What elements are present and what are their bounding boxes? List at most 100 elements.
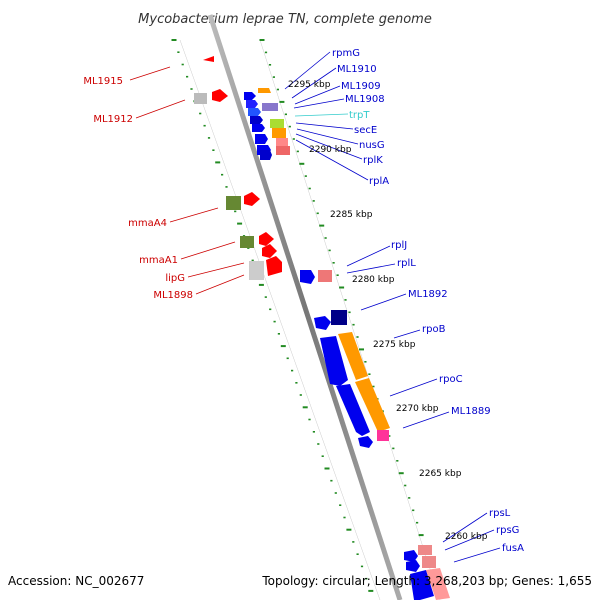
gene-label-rpsl[interactable]: rpsL (489, 508, 511, 519)
kbp-label: 2275 kbp (373, 340, 416, 350)
gene-box-mmaa4-olive (226, 196, 241, 210)
leader-ml1915 (129, 66, 171, 81)
gene-box-trpt (270, 119, 284, 128)
gene-label-mmaa1[interactable]: mmaA1 (139, 255, 178, 266)
gene-box-ml1908 (262, 103, 278, 111)
gene-box-ml1892 (331, 310, 347, 325)
leader-trpt (294, 113, 349, 117)
gene-label-rpoc[interactable]: rpoC (439, 374, 463, 385)
label-leaders (129, 51, 501, 563)
gene-arrow-rplk (255, 134, 268, 144)
leader-rpob (393, 329, 421, 339)
leader-lipg (187, 262, 245, 278)
leader-rpmg (284, 51, 331, 90)
gene-arrow-mmaa4 (244, 192, 260, 206)
gene-box-ml1889 (377, 430, 389, 441)
leader-mmaa1 (180, 241, 236, 260)
kbp-labels: 2295 kbp 2290 kbp 2285 kbp 2280 kbp 2275… (288, 80, 488, 542)
backbone-guide-outer (259, 39, 441, 600)
gene-label-rpsg[interactable]: rpsG (496, 525, 519, 536)
gene-label-nusg[interactable]: nusG (359, 140, 385, 151)
leader-rplj (346, 245, 391, 267)
gene-arrow-lipg (262, 244, 277, 258)
gene-label-ml1889[interactable]: ML1889 (451, 406, 491, 417)
gene-label-rpll[interactable]: rplL (397, 258, 416, 269)
gene-arrow-nusg (252, 124, 265, 132)
right-gene-labels: rpmG ML1910 ML1909 ML1908 trpT secE nusG… (332, 48, 524, 554)
gene-arrow-trpt (248, 108, 261, 116)
gene-arrow-ml1912 (212, 89, 228, 102)
gene-box-rpob (338, 332, 368, 380)
map-title: Mycobacterium leprae TN, complete genome (138, 12, 432, 27)
leader-ml1909 (294, 85, 341, 105)
gene-label-trpt[interactable]: trpT (349, 110, 370, 121)
gene-arrow-ml1909 (246, 100, 258, 108)
gene-box-rpsg (422, 556, 436, 568)
leader-ml1910 (291, 67, 337, 99)
gene-arrow-ml1889 (358, 436, 373, 448)
leader-ml1912 (135, 99, 186, 119)
gene-label-ml1915[interactable]: ML1915 (83, 76, 123, 87)
gene-label-ml1892[interactable]: ML1892 (408, 289, 448, 300)
leader-rpll (346, 263, 396, 274)
kbp-label: 2260 kbp (445, 532, 488, 542)
gene-label-ml1909[interactable]: ML1909 (341, 81, 381, 92)
gene-arrow-rpsl (404, 550, 418, 562)
gene-label-ml1912[interactable]: ML1912 (93, 114, 133, 125)
gene-arrow-fusa (410, 570, 434, 600)
kbp-label: 2270 kbp (396, 404, 439, 414)
gene-box-rpll (318, 270, 332, 282)
kbp-label: 2295 kbp (288, 80, 331, 90)
gene-arrow-rplj (300, 270, 315, 284)
gene-label-rplj[interactable]: rplJ (391, 240, 407, 251)
kbp-label: 2280 kbp (352, 275, 395, 285)
leader-rpsg (444, 529, 495, 551)
gene-box-rpoc (355, 378, 390, 432)
leader-ml1889 (402, 411, 450, 429)
gene-arrow-mmaa1 (259, 232, 274, 246)
kbp-label: 2290 kbp (309, 145, 352, 155)
gene-label-rplk[interactable]: rplK (363, 155, 383, 166)
gene-label-mmaa4[interactable]: mmaA4 (128, 218, 167, 229)
gene-label-rpla[interactable]: rplA (369, 176, 389, 187)
backbone-guide-inner (179, 39, 381, 600)
leader-sece (295, 122, 354, 130)
gene-arrow-ml1915 (203, 56, 214, 62)
leader-ml1898 (195, 274, 245, 295)
gene-label-ml1910[interactable]: ML1910 (337, 64, 377, 75)
kbp-label: 2285 kbp (330, 210, 373, 220)
accession-text: Accession: NC_002677 (8, 574, 144, 588)
topology-text: Topology: circular; Length: 3,268,203 bp… (261, 574, 592, 588)
left-gene-labels: ML1915 ML1912 mmaA4 mmaA1 lipG ML1898 (83, 76, 193, 301)
gene-label-fusa[interactable]: fusA (502, 543, 524, 554)
gene-arrow-ml1910 (244, 92, 256, 100)
gene-label-ml1898[interactable]: ML1898 (153, 290, 193, 301)
leader-rpsl (442, 512, 488, 543)
gene-label-ml1908[interactable]: ML1908 (345, 94, 385, 105)
gene-box-ml1912-grey (194, 93, 207, 104)
gene-arrow-ml1892-a (314, 316, 331, 330)
gene-arrow-rpmg (258, 88, 271, 93)
leader-rplk (295, 133, 363, 160)
gene-arrow-rpsg (406, 560, 420, 572)
gene-label-rpob[interactable]: rpoB (422, 324, 446, 335)
leader-rpla (295, 139, 369, 181)
kbp-label: 2265 kbp (419, 469, 462, 479)
gene-box-nusg (276, 138, 288, 146)
leader-nusg (296, 128, 359, 145)
gene-arrow-rpla-2 (260, 150, 272, 160)
gene-label-sece[interactable]: secE (354, 125, 377, 136)
gene-box-ml1898-grey (249, 261, 264, 280)
leader-mmaa4 (169, 207, 219, 223)
gene-label-rpmg[interactable]: rpmG (332, 48, 360, 59)
gene-box-rpsl (418, 545, 432, 555)
gene-box-rplk (276, 146, 290, 155)
gene-arrow-ml1898 (266, 256, 282, 276)
gene-features (194, 56, 450, 600)
gene-label-lipg[interactable]: lipG (165, 273, 185, 284)
gene-box-sece (272, 128, 286, 138)
gene-arrow-rpoc (336, 384, 370, 436)
gene-box-mmaa1-olive (240, 236, 254, 248)
leader-ml1908 (293, 98, 345, 109)
